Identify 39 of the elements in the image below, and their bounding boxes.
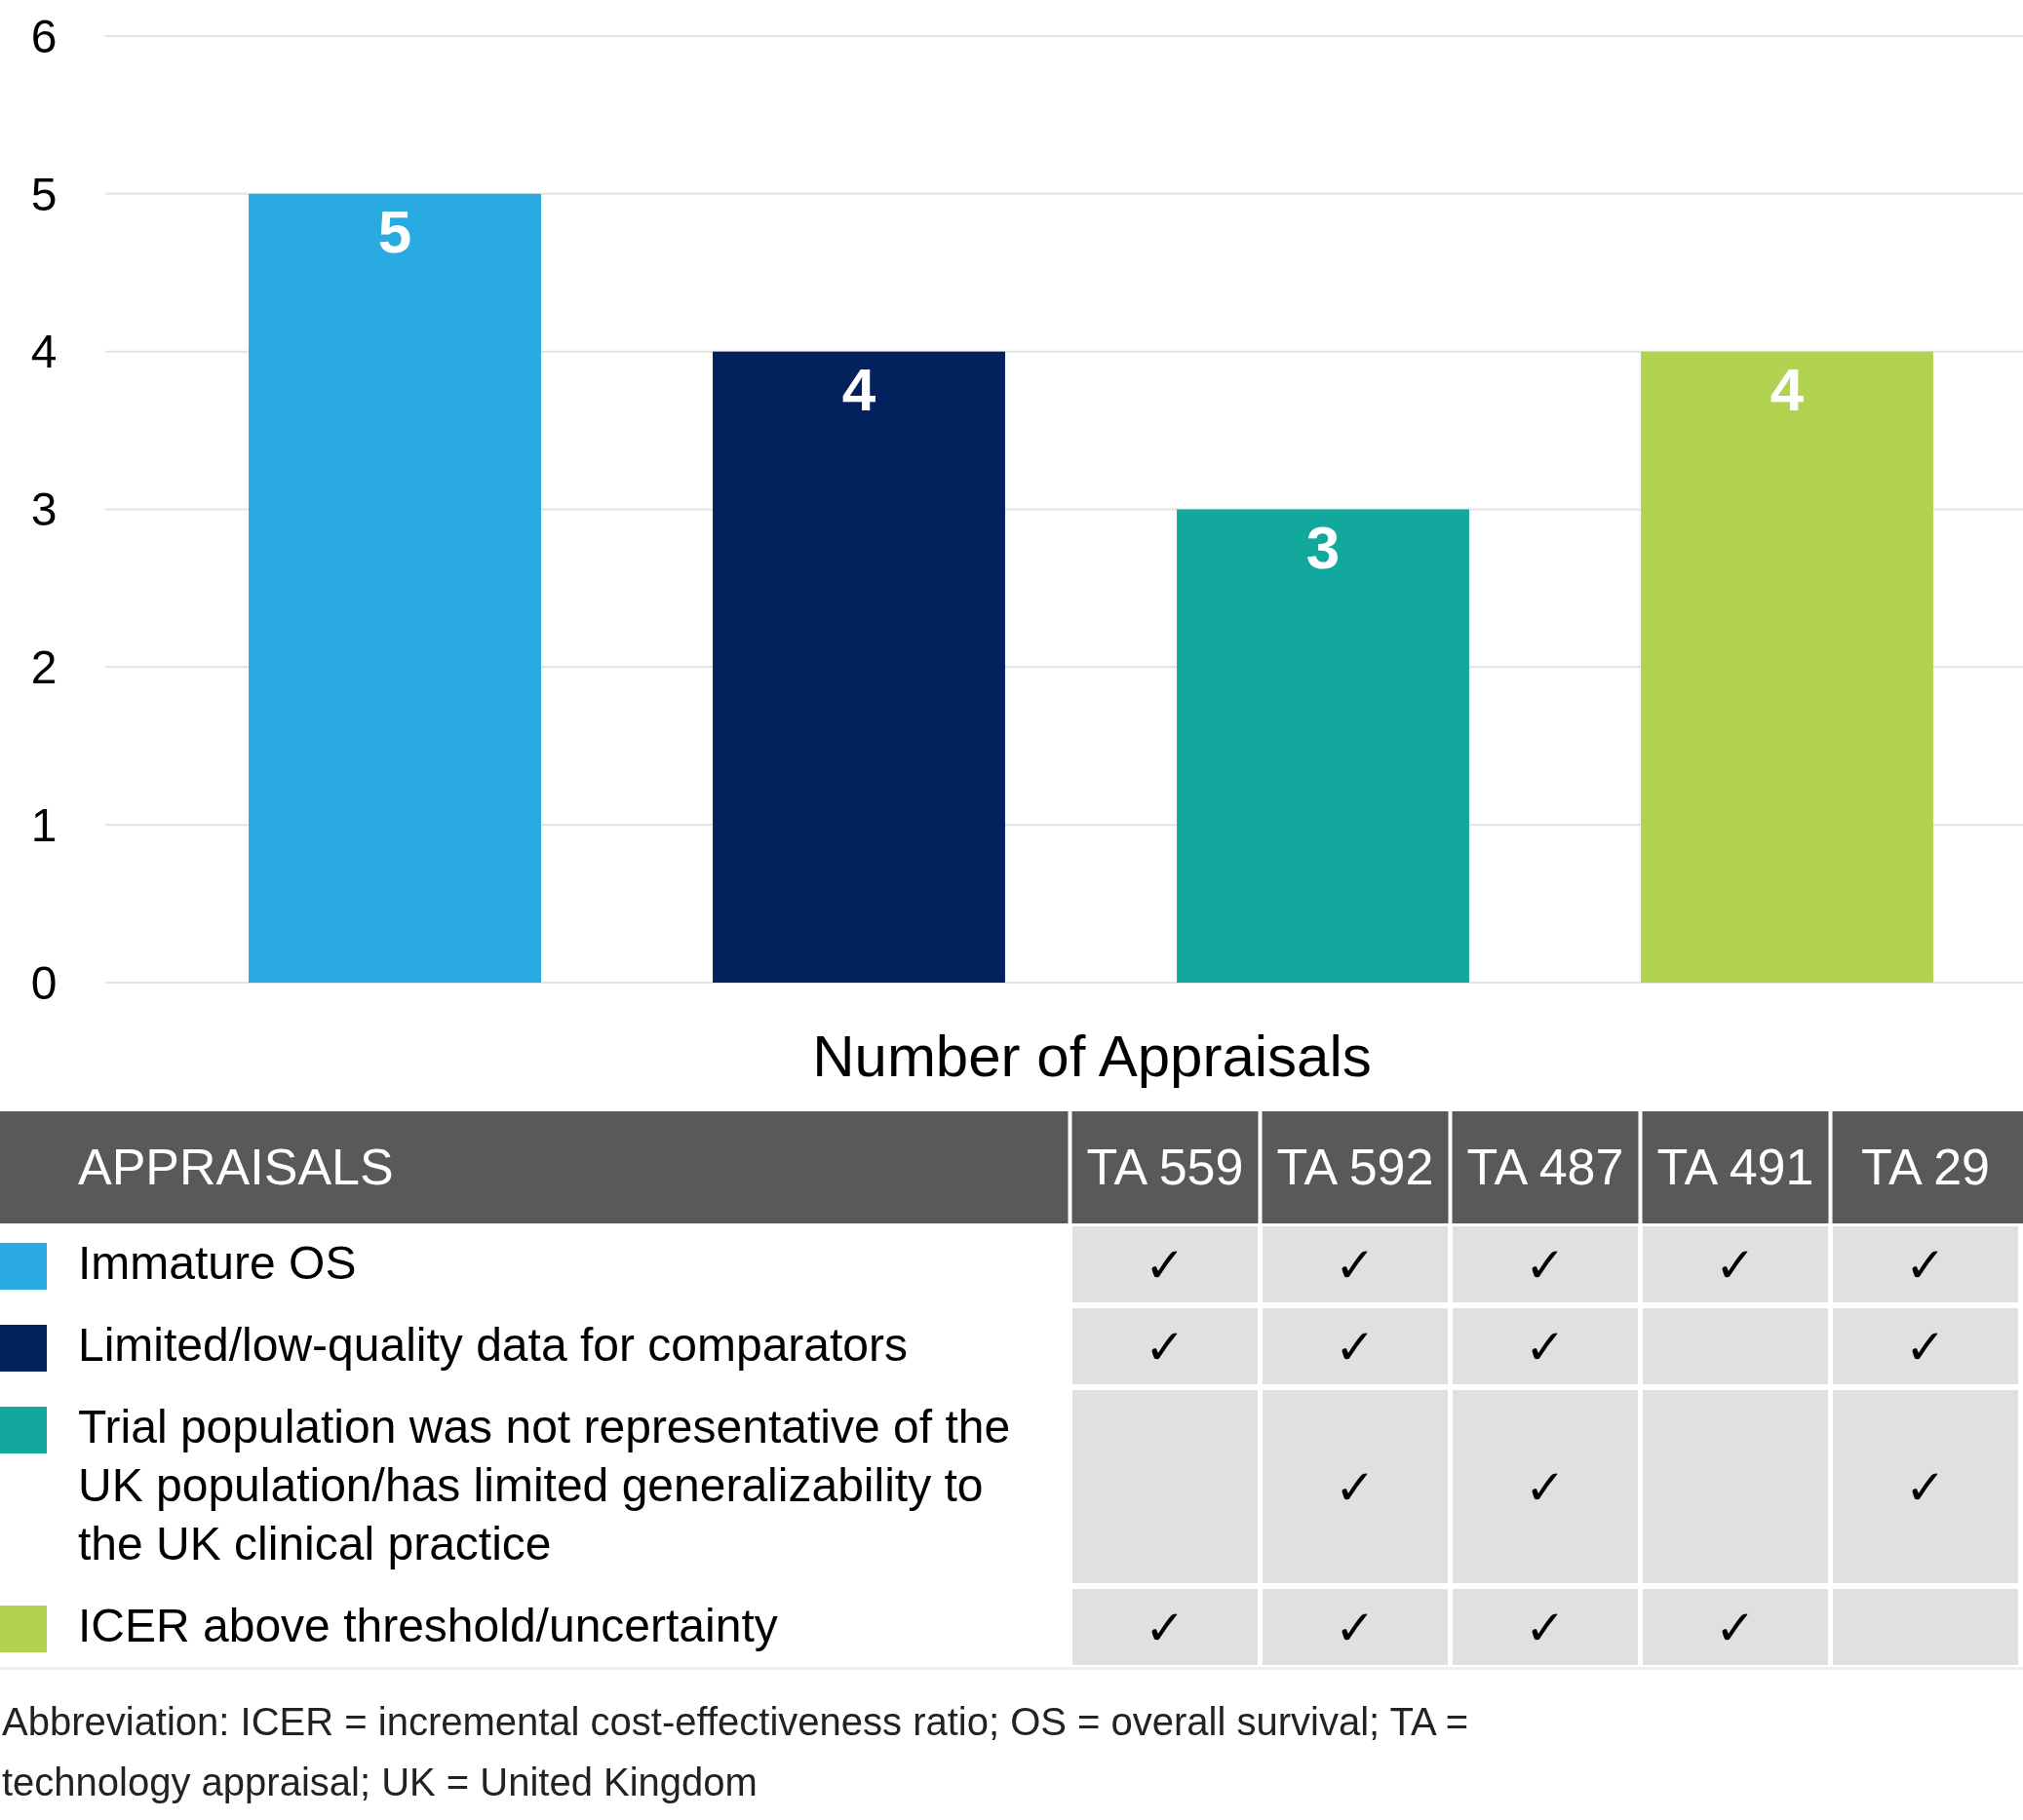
x-tick-label: TA 491: [1656, 1139, 1814, 1195]
text: ✓: [1715, 1236, 1756, 1294]
text: ✓: [1905, 1318, 1946, 1375]
text: APPRAISALS: [78, 1139, 394, 1195]
text: ✓: [1145, 1318, 1186, 1375]
text: ✓: [1905, 1236, 1946, 1294]
text: ✓: [1145, 1599, 1186, 1656]
y-tick-label: 5: [30, 168, 58, 220]
text: ✓: [1525, 1458, 1566, 1516]
data-label: 3: [1305, 513, 1341, 581]
y-tick-label: 3: [30, 484, 58, 536]
y-tick-label: ICER above threshold/uncertainty: [78, 1600, 778, 1651]
data-label: 4: [1770, 355, 1805, 423]
text: ✓: [1335, 1318, 1376, 1375]
y-tick-label: 0: [30, 956, 58, 1009]
y-tick-label: 6: [30, 10, 58, 62]
text: ✓: [1335, 1599, 1376, 1656]
data-label: 4: [841, 355, 876, 423]
text: ✓: [1525, 1318, 1566, 1375]
text: ✓: [1335, 1458, 1376, 1516]
text: ✓: [1905, 1458, 1946, 1516]
x-axis-title: Number of Appraisals: [812, 1024, 1372, 1089]
x-tick-label: TA 29: [1860, 1139, 1991, 1195]
text: ✓: [1335, 1236, 1376, 1294]
y-tick-label: Limited/low-quality data for comparators: [78, 1319, 909, 1371]
x-tick-label: TA 487: [1466, 1139, 1624, 1195]
text: ✓: [1145, 1236, 1186, 1294]
data-label: 5: [377, 197, 412, 265]
x-tick-label: TA 559: [1086, 1139, 1244, 1195]
y-tick-label: 2: [30, 641, 58, 694]
text: Abbreviation: ICER = incremental cost-effectiveness ratio; OS = overall survival; TA = technology appraisal; UK = United Kingdom: [2, 1700, 1469, 1803]
y-tick-label: Trial population was not representative of the UK population/has limited generalizability to the UK clinical practice: [78, 1401, 1011, 1569]
x-tick-label: TA 592: [1276, 1139, 1434, 1195]
y-tick-label: 4: [30, 326, 58, 378]
text: ✓: [1525, 1599, 1566, 1656]
y-tick-label: Immature OS: [78, 1237, 357, 1289]
text: ✓: [1525, 1236, 1566, 1294]
y-tick-label: 1: [30, 798, 58, 851]
text: ✓: [1715, 1599, 1756, 1656]
